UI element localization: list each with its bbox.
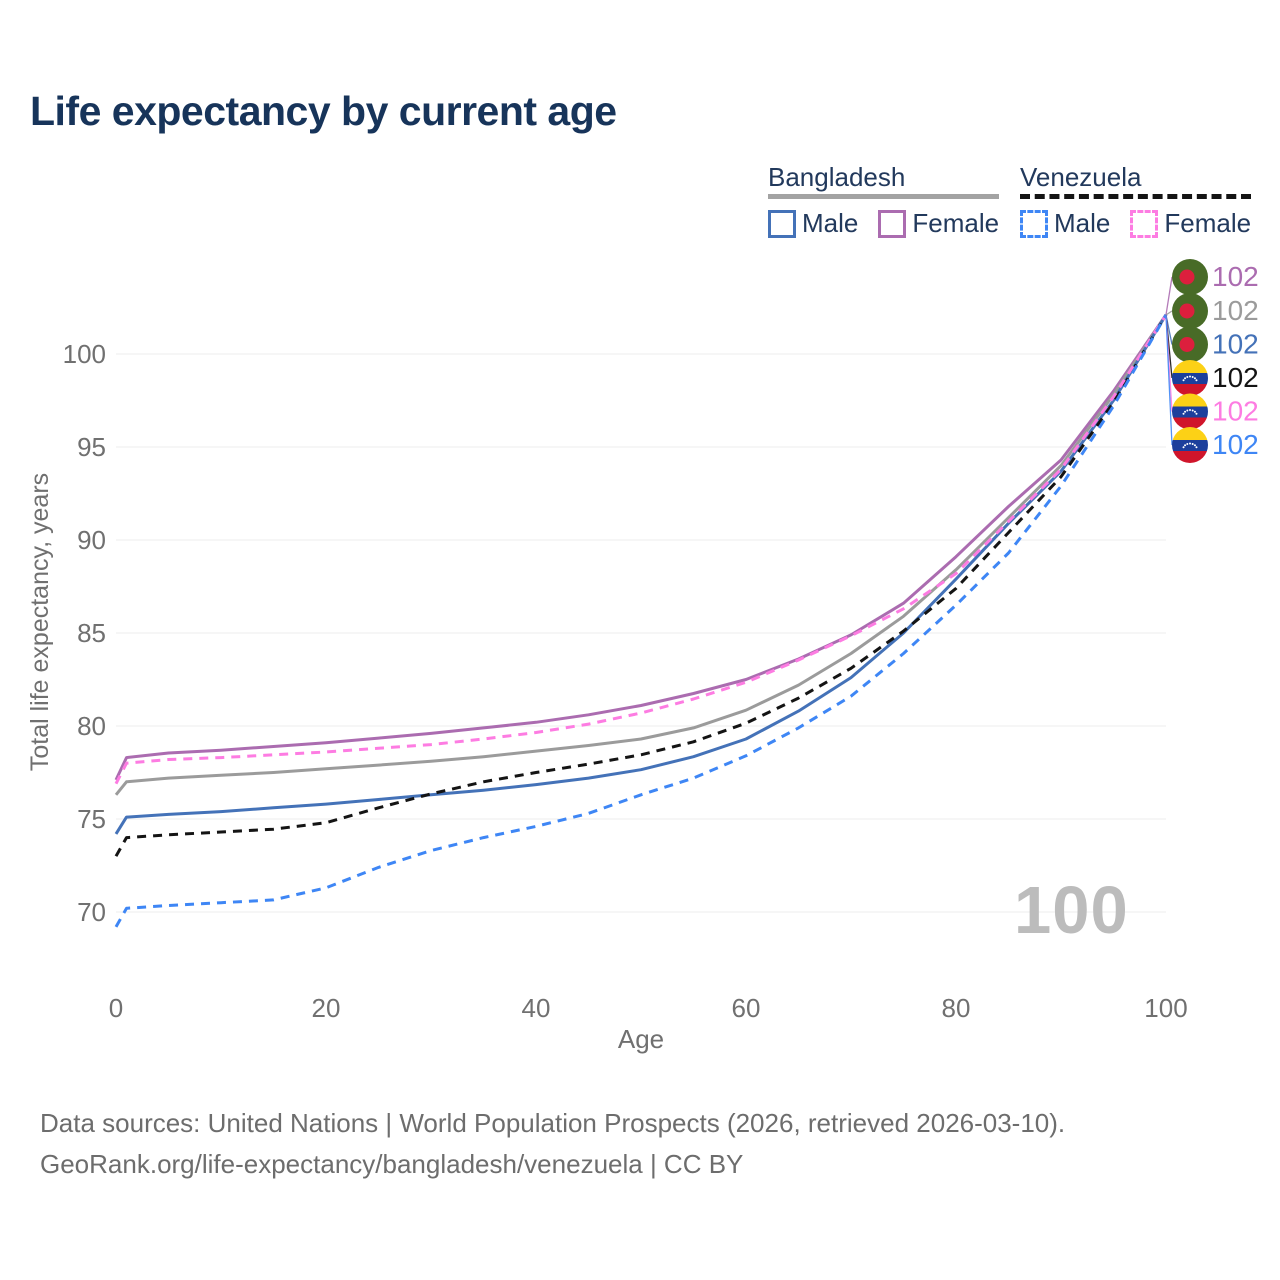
hover-age-watermark: 100 <box>1014 873 1129 948</box>
end-label-connector <box>1165 310 1173 316</box>
end-value-label: 102 <box>1212 329 1259 360</box>
legend-label-venezuela-male[interactable]: Male <box>1054 208 1111 238</box>
legend-swatch-venezuela-female[interactable] <box>1130 209 1159 238</box>
series-line-venezuela-female[interactable] <box>114 314 1168 785</box>
footer-data-sources: Data sources: United Nations | World Pop… <box>40 1108 1066 1138</box>
x-tick-label: 80 <box>942 993 971 1023</box>
legend-group-bangladesh: Bangladesh Male Female <box>768 162 1000 239</box>
y-tick-label: 70 <box>77 897 106 927</box>
x-tick-label: 0 <box>109 993 123 1023</box>
y-tick-label: 95 <box>77 432 106 462</box>
venezuela-flag-icon <box>1172 360 1208 396</box>
end-value-label: 102 <box>1212 362 1259 393</box>
x-tick-label: 60 <box>732 993 761 1023</box>
series-line-bangladesh-both[interactable] <box>114 314 1168 796</box>
bangladesh-flag-icon <box>1172 293 1208 329</box>
venezuela-flag-icon <box>1172 427 1208 463</box>
legend-underline-dashed-icon <box>1020 194 1252 199</box>
end-label-connector <box>1165 314 1173 446</box>
end-value-label: 102 <box>1212 429 1259 460</box>
series-line-venezuela-male[interactable] <box>114 314 1168 928</box>
y-tick-label: 90 <box>77 525 106 555</box>
footer: Data sources: United Nations | World Pop… <box>40 1103 1065 1185</box>
legend-country-bangladesh[interactable]: Bangladesh <box>768 162 906 192</box>
end-value-label: 102 <box>1212 396 1259 427</box>
legend-label-bangladesh-female[interactable]: Female <box>912 208 1000 238</box>
x-tick-label: 20 <box>312 993 341 1023</box>
legend-swatch-bangladesh-female[interactable] <box>878 209 907 238</box>
legend-country-venezuela[interactable]: Venezuela <box>1020 162 1142 192</box>
end-value-label: 102 <box>1212 295 1259 326</box>
end-label-connector <box>1165 276 1173 316</box>
y-tick-label: 85 <box>77 618 106 648</box>
legend-group-venezuela: Venezuela Male Female <box>1020 162 1252 239</box>
bangladesh-flag-icon <box>1172 259 1208 295</box>
legend-swatch-bangladesh-male[interactable] <box>768 209 796 238</box>
x-axis-title: Age <box>618 1024 664 1054</box>
series-line-venezuela-both[interactable] <box>114 314 1168 857</box>
x-tick-label: 100 <box>1144 993 1187 1023</box>
bangladesh-flag-icon <box>1172 326 1208 363</box>
series-line-bangladesh-male[interactable] <box>114 314 1168 835</box>
x-tick-label: 40 <box>522 993 551 1023</box>
series-line-bangladesh-female[interactable] <box>114 314 1168 781</box>
legend-underline-solid-icon <box>768 194 1000 199</box>
y-tick-label: 100 <box>63 339 106 369</box>
legend-label-bangladesh-male[interactable]: Male <box>802 208 859 238</box>
end-value-label: 102 <box>1212 261 1259 292</box>
page-title: Life expectancy by current age <box>30 88 617 134</box>
y-axis-title: Total life expectancy, years <box>26 473 54 771</box>
footer-attribution-link[interactable]: GeoRank.org/life-expectancy/bangladesh/v… <box>40 1149 744 1179</box>
y-tick-label: 75 <box>77 804 106 834</box>
legend-label-venezuela-female[interactable]: Female <box>1164 208 1252 238</box>
venezuela-flag-icon <box>1172 393 1208 430</box>
y-tick-label: 80 <box>77 711 106 741</box>
legend-swatch-venezuela-male[interactable] <box>1020 209 1048 238</box>
